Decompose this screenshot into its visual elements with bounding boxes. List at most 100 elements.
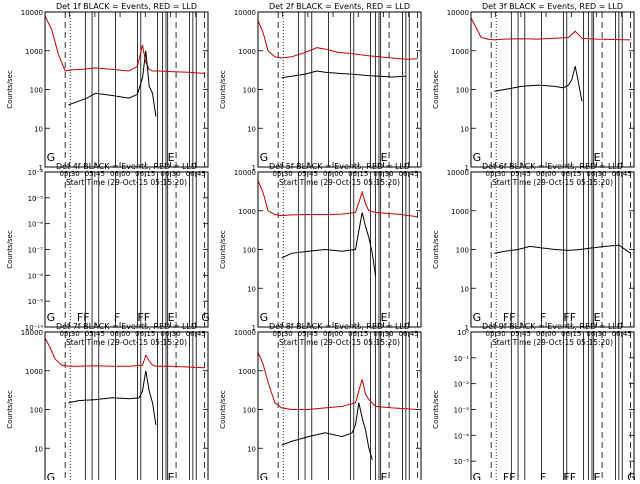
flag-label: F: [540, 311, 546, 324]
y-tick-label: 1000: [238, 208, 256, 216]
y-tick-label: 1: [252, 324, 256, 332]
x-axis-label: Start Time (29-Oct-15 05:15:20): [279, 338, 400, 347]
y-tick-label: 100: [30, 407, 43, 415]
y-tick-label: 10: [34, 445, 43, 453]
y-tick-label: 10⁻¹: [454, 355, 470, 363]
series-line: [494, 66, 583, 102]
series-line: [281, 70, 406, 79]
plot-area: [471, 12, 632, 167]
panel-3: Det 3f BLACK = Events, RED = LLD G E 1 10 100…: [432, 2, 635, 187]
panel-title: Det 4f BLACK = Events, RED = LLD: [56, 162, 197, 171]
y-axis-label: Counts/sec: [6, 70, 14, 109]
panel-title: Det 5f BLACK = Events, RED = LLD: [269, 162, 410, 171]
y-axis-label: Counts/sec: [432, 230, 440, 269]
y-axis-label: Counts/sec: [219, 70, 227, 109]
y-tick-label: 1: [252, 164, 256, 172]
y-tick-label: 10⁻⁷: [28, 247, 44, 255]
plot-area: [45, 332, 206, 484]
flag-label: F: [114, 311, 120, 324]
plot-frame: [257, 11, 422, 168]
y-tick-label: 10⁻⁴: [454, 432, 470, 440]
y-tick-label: 100: [456, 87, 469, 95]
y-tick-label: 10000: [447, 9, 469, 17]
panel-title: Det 2f BLACK = Events, RED = LLD: [269, 2, 410, 11]
plot-area: [258, 12, 419, 167]
panel-5: Det 5f BLACK = Events, RED = LLD G E 1 10 100…: [219, 162, 422, 347]
flag-label: E: [168, 311, 175, 324]
y-tick-label: 10000: [21, 9, 43, 17]
y-tick-label: 10000: [234, 169, 256, 177]
series-line: [281, 402, 373, 461]
y-tick-label: 10: [247, 125, 256, 133]
y-tick-label: 10⁻⁹: [28, 298, 44, 306]
y-tick-label: 10000: [447, 169, 469, 177]
series-line: [494, 244, 631, 254]
flag-label: FF: [503, 311, 516, 324]
plot-frame: [470, 11, 635, 168]
plot-frame: [44, 11, 209, 168]
y-tick-label: 10: [460, 125, 469, 133]
y-tick-label: 1000: [238, 368, 256, 376]
x-axis-label: Start Time (29-Oct-15 05:15:20): [279, 178, 400, 187]
plot-area: [64, 172, 206, 327]
flag-label: G: [47, 311, 56, 324]
y-tick-label: 100: [30, 87, 43, 95]
y-axis-label: Counts/sec: [6, 390, 14, 429]
y-tick-label: 100: [456, 247, 469, 255]
flag-label: FF: [77, 311, 90, 324]
y-tick-label: 10000: [234, 9, 256, 17]
plot-area: [490, 332, 632, 484]
plot-frame: [257, 171, 422, 328]
plot-area: [490, 172, 632, 327]
y-tick-label: 10⁻⁸: [28, 272, 44, 280]
panel-7: Det 7f BLACK = Events, RED = LLDGE110100…: [6, 322, 209, 484]
y-tick-label: 1: [465, 164, 469, 172]
y-tick-label: 10⁻⁶: [28, 221, 44, 229]
plot-frame: [44, 171, 209, 328]
x-axis-label: Start Time (29-Oct-15 05:15:20): [492, 338, 613, 347]
flag-label: G: [627, 471, 636, 480]
flag-label: E: [168, 471, 175, 480]
plot-frame: [470, 331, 635, 484]
flag-label: G: [473, 151, 482, 164]
y-tick-label: 1: [39, 164, 43, 172]
flag-label: G: [260, 471, 269, 480]
flag-label: F: [540, 471, 546, 480]
y-axis-label: Counts/sec: [432, 390, 440, 429]
panel-8: Det 8f BLACK = Events, RED = LLD G E 1 10 100…: [219, 322, 422, 484]
flag-label: G: [473, 311, 482, 324]
panel-1: Det 1f BLACK = Events, RED = LLD G E 1 10 100…: [6, 2, 209, 187]
plot-area: [258, 172, 419, 327]
series-line: [68, 50, 157, 117]
y-tick-label: 10: [247, 285, 256, 293]
y-axis-label: Counts/sec: [219, 390, 227, 429]
y-tick-label: 1000: [25, 368, 43, 376]
panel-title: Det 6f BLACK = Events, RED = LLD: [482, 162, 623, 171]
y-tick-label: 10⁻²: [454, 381, 470, 389]
y-tick-label: 10: [247, 445, 256, 453]
panel-title: Det 3f BLACK = Events, RED = LLD: [482, 2, 623, 11]
flag-label: FF: [137, 311, 150, 324]
y-tick-label: 100: [243, 87, 256, 95]
plot-area: [45, 12, 206, 167]
x-axis-label: Start Time (29-Oct-15 05:15:20): [492, 178, 613, 187]
flag-label: E: [381, 151, 388, 164]
plot-frame: [257, 331, 422, 484]
panel-title: Det 7f BLACK = Events, RED = LLD: [56, 322, 197, 331]
series-line: [45, 15, 205, 74]
panel-title: Det 1f BLACK = Events, RED = LLD: [56, 2, 197, 11]
y-tick-label: 100: [243, 247, 256, 255]
y-tick-label: 10⁻⁵: [28, 195, 44, 203]
plot-area: [258, 332, 419, 484]
y-axis-label: Counts/sec: [432, 70, 440, 109]
flag-label: G: [47, 471, 56, 480]
series-line: [258, 180, 418, 218]
y-tick-label: 10⁻⁵: [454, 458, 470, 466]
series-line: [281, 212, 377, 277]
x-axis-label: Start Time (29-Oct-15 05:15:20): [66, 338, 187, 347]
